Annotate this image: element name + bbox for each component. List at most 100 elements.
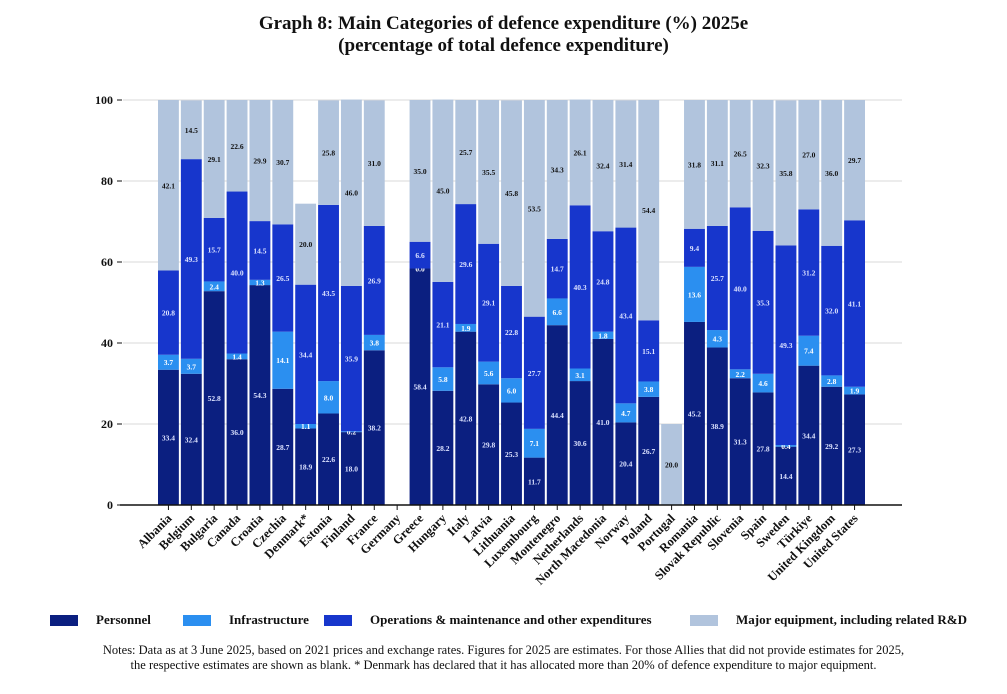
bar-segment: [615, 422, 637, 505]
data-label: 41.0: [596, 418, 609, 427]
data-label: 20.0: [299, 240, 312, 249]
y-tick-label: 20: [101, 417, 113, 431]
bar-segment: [752, 100, 774, 231]
bar-segment: [180, 159, 202, 359]
notes-line1: Notes: Data as at 3 June 2025, based on …: [102, 643, 905, 657]
data-label: 0.0: [415, 264, 425, 273]
bar-segment: [272, 388, 294, 505]
data-label: 14.5: [253, 246, 266, 255]
data-label: 32.4: [596, 162, 609, 171]
data-label: 27.3: [848, 446, 861, 455]
data-label: 40.3: [574, 283, 587, 292]
data-label: 35.8: [779, 169, 792, 178]
data-label: 15.1: [642, 347, 655, 356]
chart-title-line1: Graph 8: Main Categories of defence expe…: [258, 13, 749, 34]
data-label: 22.6: [230, 142, 243, 151]
data-label: 1.9: [461, 324, 471, 333]
bar-segment: [501, 100, 522, 286]
bar-segment: [158, 369, 179, 505]
bar-segment: [478, 361, 500, 385]
data-label: 0.2: [347, 428, 357, 437]
data-label: 24.8: [596, 277, 609, 286]
data-label: 33.4: [162, 433, 175, 442]
bar-segment: [821, 245, 843, 376]
bar-segment: [226, 353, 248, 360]
data-label: 26.5: [276, 274, 289, 283]
bar-segment: [592, 338, 614, 505]
data-label: 11.7: [528, 477, 541, 486]
bar-segment: [775, 445, 797, 447]
chart-title: Graph 8: Main Categories of defence expe…: [0, 13, 1007, 57]
legend-swatch-major-equipment: [690, 614, 718, 626]
data-label: 45.0: [436, 187, 449, 196]
data-label: 6.0: [507, 386, 517, 395]
legend-label: Major equipment, including related R&D: [736, 612, 967, 627]
bar-segment: [249, 100, 271, 222]
bar-segment: [523, 428, 545, 458]
data-label: 35.9: [345, 355, 358, 364]
data-label: 8.0: [324, 393, 334, 402]
bar-segment: [340, 99, 362, 286]
bar-segment: [501, 378, 522, 403]
data-label: 26.7: [642, 447, 655, 456]
data-label: 32.4: [185, 435, 198, 444]
bar-segment: [752, 230, 774, 374]
data-label: 29.7: [848, 156, 861, 165]
notes-line2: the respective estimates are shown as bl…: [130, 658, 877, 672]
bar-segment: [706, 347, 728, 505]
bar-segment: [729, 369, 751, 379]
data-label: 15.7: [208, 246, 221, 255]
bar-segment: [684, 228, 705, 267]
data-label: 46.0: [345, 189, 358, 198]
bar-segment: [523, 316, 545, 429]
bar-segment: [226, 100, 248, 192]
data-label: 28.2: [436, 444, 449, 453]
bar-segment: [226, 191, 248, 354]
bar-segment: [295, 424, 317, 429]
bar-segment: [501, 285, 522, 379]
y-axis: 0 20 40 60 80 100: [95, 93, 122, 512]
bar-segment: [775, 245, 797, 446]
bar-segment: [432, 367, 454, 391]
bar-segment: [798, 365, 820, 505]
data-label: 34.4: [802, 431, 815, 440]
data-label: 1.9: [850, 387, 860, 396]
data-label: 31.4: [619, 160, 632, 169]
data-label: 6.6: [553, 308, 563, 317]
data-label: 25.3: [505, 450, 518, 459]
data-label: 22.8: [505, 328, 518, 337]
bar-segment: [615, 403, 637, 423]
bar-segment: [706, 330, 728, 348]
bar-segment: [523, 457, 545, 505]
bar-segment: [478, 100, 500, 244]
data-label: 35.3: [757, 298, 770, 307]
data-label: 35.0: [413, 167, 426, 176]
legend-label: Infrastructure: [229, 612, 309, 627]
bar-segment: [272, 224, 294, 332]
data-label: 42.1: [162, 181, 175, 190]
data-label: 3.7: [187, 362, 197, 371]
data-label: 29.8: [482, 441, 495, 450]
bar-segment: [844, 394, 865, 505]
data-label: 3.8: [370, 339, 380, 348]
data-label: 42.8: [459, 414, 472, 423]
data-label: 7.1: [530, 439, 540, 448]
data-label: 31.2: [802, 269, 815, 278]
bar-segment: [706, 100, 728, 226]
data-label: 22.6: [322, 455, 335, 464]
bar-segment: [203, 281, 225, 292]
bar-segment: [546, 325, 568, 505]
data-label: 2.4: [209, 282, 219, 291]
bar-segment: [821, 386, 843, 505]
legend-item-personnel: Personnel: [50, 612, 151, 628]
bar-segment: [661, 424, 683, 505]
data-label: 9.4: [690, 244, 700, 253]
bar-segment: [501, 402, 522, 505]
data-label: 31.3: [734, 438, 747, 447]
data-label: 26.1: [574, 148, 587, 157]
bar-segment: [432, 390, 454, 505]
bar-segment: [432, 99, 454, 282]
data-label: 1.1: [301, 422, 311, 431]
data-label: 20.0: [665, 461, 678, 470]
data-label: 27.0: [802, 151, 815, 160]
